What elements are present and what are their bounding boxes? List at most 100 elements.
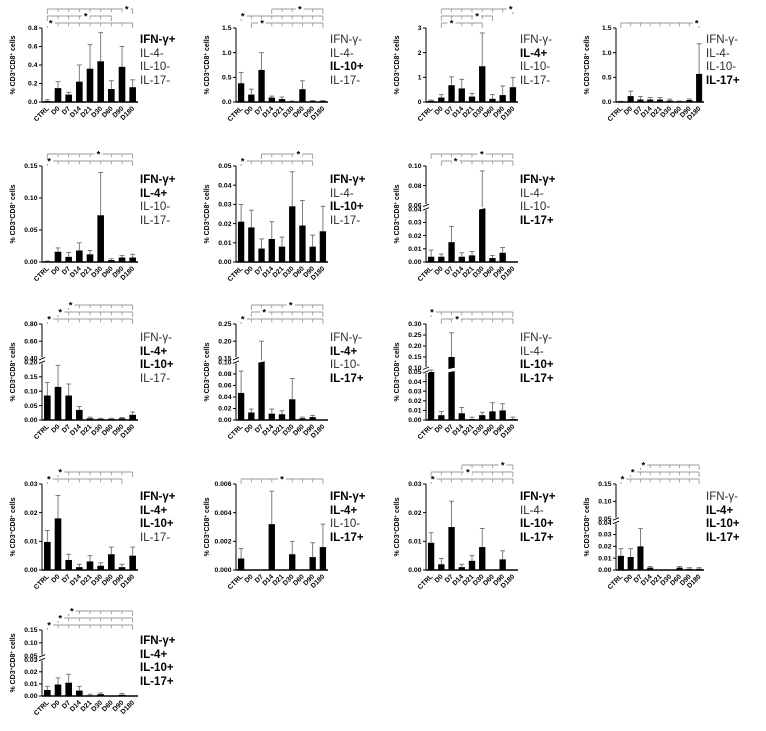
- x-tick-label: D7: [61, 423, 72, 434]
- bar-D30: [666, 100, 673, 102]
- y-tick-label: 0.02: [408, 233, 421, 240]
- y-axis-title: % CD3+CD8+ cells: [393, 342, 402, 401]
- y-tick-label: 0.04: [408, 379, 421, 386]
- y-tick-label: 0.15: [24, 163, 37, 170]
- bar-CTRL: [427, 542, 435, 570]
- sig-star-bg: [278, 475, 286, 482]
- phenotype-line: IFN-γ-: [706, 491, 738, 503]
- bar-D21: [86, 418, 94, 420]
- y-tick-label: 0.00: [408, 417, 421, 424]
- bar-break-gap: [446, 367, 457, 373]
- bar-D60: [299, 225, 306, 262]
- bar-D0: [54, 386, 62, 420]
- y-tick-label: 0.05: [24, 227, 37, 234]
- bar-D14: [268, 97, 275, 102]
- y-tick-label: 0.10: [408, 365, 421, 372]
- x-tick-label: D7: [61, 105, 72, 116]
- sig-star: *: [47, 620, 51, 631]
- phenotype-label: IFN-γ- IL-4+ IL-10- IL-17-: [520, 34, 576, 88]
- y-tick-label: 0.00: [218, 417, 231, 424]
- sig-bracket: *: [261, 149, 314, 160]
- y-tick-label: 0.20: [408, 343, 421, 350]
- phenotype-line: IFN-γ-: [706, 34, 738, 46]
- bar-D180: [129, 414, 136, 420]
- sig-bracket: *: [250, 307, 324, 318]
- bar-D30: [479, 415, 486, 420]
- x-tick-label: CTRL: [227, 423, 245, 441]
- bar-CTRL: [237, 392, 245, 420]
- sig-star: *: [466, 467, 470, 478]
- sig-bracket: *: [440, 11, 493, 22]
- x-tick-label: CTRL: [607, 573, 625, 591]
- phenotype-label: IFN-γ+ IL-4+ IL-10+ IL-17-: [140, 491, 196, 545]
- bar-D14: [647, 99, 654, 102]
- sig-star-bg: [66, 301, 75, 308]
- sig-star-bg: [427, 308, 436, 315]
- phenotype-line: IFN-γ-: [330, 34, 362, 46]
- bar-D180: [129, 555, 136, 570]
- bar-D14: [458, 256, 465, 262]
- chart-canvas: 0.00 0.01 0.02 0.03 0.04 0.050.10 0.15 0.20 0.25…: [393, 307, 518, 441]
- sig-star: *: [97, 149, 101, 160]
- sig-star-bg: [56, 614, 65, 621]
- phenotype-line: IL-10+: [706, 518, 740, 530]
- y-tick-label: 0.15: [598, 481, 611, 488]
- sig-star-bg: [294, 150, 303, 157]
- x-tick-label: D0: [50, 265, 61, 276]
- y-tick-label: 0.80: [24, 321, 37, 328]
- phenotype-line: IL-4-: [140, 47, 164, 60]
- sig-star: *: [241, 156, 245, 167]
- sig-bracket: *: [45, 314, 134, 325]
- y-tick-label: 0.006: [214, 481, 231, 488]
- y-axis-title: % CD3+CD8+ cells: [583, 35, 592, 94]
- phenotype-line: IL-17-: [140, 372, 171, 385]
- axis-break-slash: [38, 360, 46, 364]
- sig-star: *: [695, 18, 699, 29]
- chart-panel-r4c1: 0.00 0.01 0.02 0.03 CTRL D0 D7 D14 D21 D30 D60 D90 D…: [6, 458, 198, 604]
- sig-star: *: [297, 149, 301, 160]
- bar-D90: [118, 66, 126, 102]
- bar-D14: [647, 567, 654, 570]
- y-tick-label: 0.002: [214, 539, 231, 546]
- y-axis-title: % CD3+CD8+ cells: [393, 184, 402, 243]
- bar-D0: [54, 88, 62, 102]
- y-tick-label: 0.03: [408, 220, 421, 227]
- y-tick-label: 0.01: [24, 681, 37, 688]
- y-tick-label: 0.00: [24, 567, 37, 574]
- y-tick-label: 0.15: [218, 356, 231, 363]
- chart-panel-r4c3: 0.00 0.01 0.02 0.03 CTRL D0 D7 D14 D21 D30 D60 D90 D…: [390, 458, 578, 604]
- bar-D0: [438, 97, 445, 102]
- x-tick-label: CTRL: [33, 265, 51, 283]
- y-tick-label: 0.15: [24, 374, 37, 381]
- phenotype-line: IFN-γ+: [140, 635, 176, 647]
- sig-star: *: [84, 11, 88, 22]
- chart-panel-r1c2: 0.0 0.5 1.0 1.5 CTRL D0 D7 D14 D21 D30 D60 D90 D180%…: [200, 2, 388, 136]
- bar-D30: [97, 61, 104, 102]
- sig-bracket: *: [430, 149, 514, 160]
- y-tick-label: 0.00: [24, 259, 37, 266]
- y-tick-label: 1.5: [222, 25, 232, 32]
- bar-CTRL: [427, 372, 435, 420]
- bar-D0: [248, 94, 255, 102]
- sig-bracket: *: [240, 474, 324, 485]
- bar-D14: [76, 81, 83, 102]
- x-tick-label: CTRL: [417, 265, 435, 283]
- bar-D21: [278, 99, 286, 102]
- sig-star: *: [241, 11, 245, 22]
- y-tick-label: 0.04: [218, 182, 231, 189]
- bar-CTRL: [617, 555, 624, 570]
- sig-bracket: *: [440, 156, 514, 167]
- phenotype-line: IL-10-: [520, 201, 551, 213]
- x-tick-label: D0: [244, 573, 255, 584]
- sig-star: *: [501, 460, 505, 471]
- sig-star-bg: [692, 19, 701, 26]
- y-tick-label: 0.4: [28, 62, 38, 69]
- sig-star: *: [58, 613, 62, 624]
- y-axis-title: % CD3+CD8+ cells: [9, 35, 18, 94]
- sig-bracket: *: [430, 467, 514, 478]
- x-tick-label: D0: [244, 423, 255, 434]
- x-tick-label: CTRL: [33, 105, 51, 123]
- phenotype-line: IL-17-: [330, 74, 361, 87]
- phenotype-label: IFN-γ- IL-4+ IL-10+ IL-17-: [140, 332, 196, 386]
- chart-canvas: 0.00 0.05 0.10 0.15 0.200.40 0.60 0.80 CTRL D0 D7…: [9, 300, 138, 441]
